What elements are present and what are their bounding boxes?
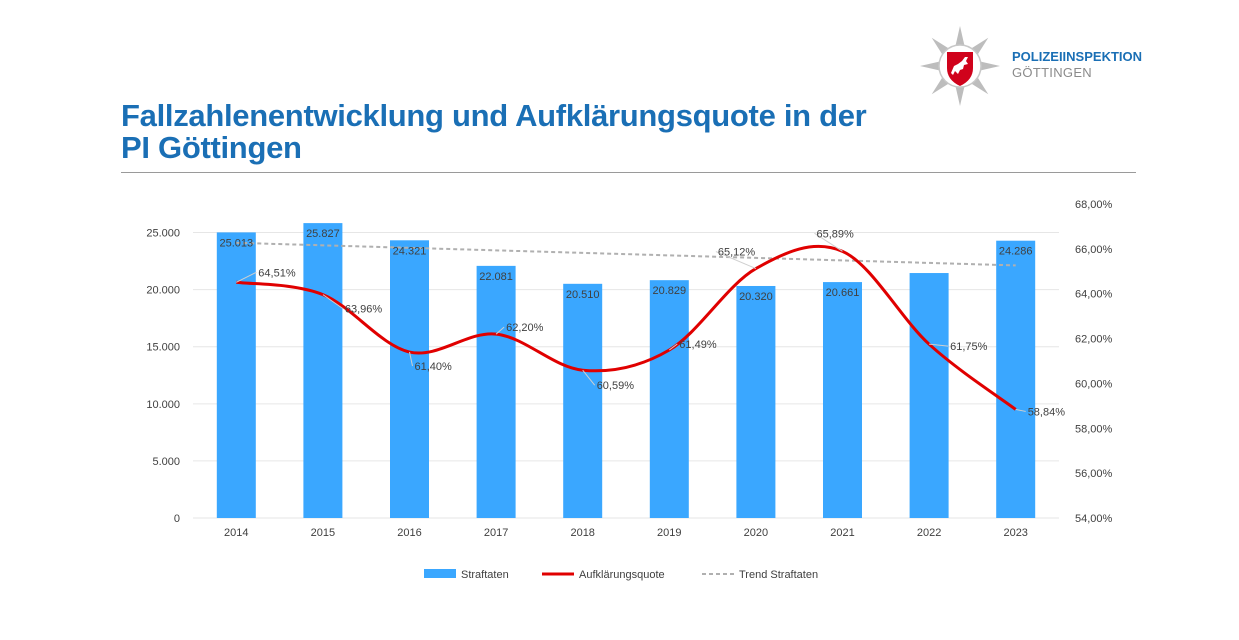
label-leader <box>495 326 505 335</box>
left-tick-label: 20.000 <box>146 285 180 297</box>
trend-series <box>236 241 1016 267</box>
title-divider <box>121 172 1136 173</box>
line-value-label: 62,20% <box>506 322 544 334</box>
label-leader <box>236 271 257 283</box>
combo-chart: 25.013 25.827 24.321 22.081 20.510 20.829 20.3… <box>146 199 1113 581</box>
line-value-label: 63,96% <box>345 304 383 316</box>
org-name-line2: GÖTTINGEN <box>1012 65 1092 80</box>
organization-name: POLIZEIINSPEKTION GÖTTINGEN <box>1012 49 1142 81</box>
line-series <box>236 244 1017 411</box>
x-tick-label: 2018 <box>570 527 594 539</box>
label-leader <box>814 232 843 252</box>
right-tick-label: 60,00% <box>1075 378 1113 390</box>
line-value-label: 58,84% <box>1028 406 1066 418</box>
page-title: Fallzahlenentwicklung und Aufklärungsquo… <box>121 100 881 164</box>
x-tick-label: 2019 <box>657 527 681 539</box>
right-tick-label: 64,00% <box>1075 289 1113 301</box>
quota-line <box>236 244 1017 411</box>
left-tick-label: 5.000 <box>152 456 180 468</box>
right-tick-label: 68,00% <box>1075 199 1113 211</box>
right-tick-label: 58,00% <box>1075 423 1113 435</box>
trend-line <box>236 241 1016 267</box>
legend-label: Trend Straftaten <box>739 569 818 581</box>
star-ray <box>955 26 965 48</box>
legend-label: Straftaten <box>461 569 509 581</box>
right-axis: 54,00% 56,00% 58,00% 60,00% 62,00% 64,00% 66,0… <box>1075 199 1113 525</box>
x-tick-label: 2014 <box>224 527 248 539</box>
line-value-label: 65,89% <box>817 228 855 240</box>
star-ray <box>920 61 942 71</box>
label-leader <box>322 294 344 310</box>
bar-value-label: 20.829 <box>652 285 686 297</box>
line-value-label: 65,12% <box>718 247 756 259</box>
label-leader <box>668 343 678 351</box>
title-line2: PI Göttingen <box>121 130 302 165</box>
bar-value-label: 22.081 <box>479 271 513 283</box>
right-tick-label: 62,00% <box>1075 334 1113 346</box>
left-tick-label: 25.000 <box>146 228 180 240</box>
line-value-label: 61,40% <box>415 361 453 373</box>
label-leader <box>929 343 949 347</box>
bar <box>823 282 862 518</box>
label-leader <box>715 251 757 270</box>
bar <box>303 223 343 519</box>
bar-value-label: 20.661 <box>826 287 860 299</box>
label-leader <box>1015 408 1026 412</box>
x-axis: 2014 2015 2016 2017 2018 2019 2020 2021 2022 2023 <box>224 527 1028 539</box>
bar <box>390 240 429 518</box>
bar-data-labels: 25.013 25.827 24.321 22.081 20.510 20.829 20.3… <box>219 228 1033 303</box>
right-tick-label: 66,00% <box>1075 244 1113 256</box>
line-data-labels: 64,51% 63,96% 61,40% 62,20% 60,59% 61,49% 65,1… <box>236 228 1065 418</box>
star-ray <box>955 84 965 106</box>
x-tick-label: 2021 <box>830 527 854 539</box>
left-tick-label: 0 <box>174 513 180 525</box>
left-tick-label: 15.000 <box>146 342 180 354</box>
x-tick-label: 2016 <box>397 527 421 539</box>
legend: Straftaten Aufklärungsquote Trend Straftat… <box>424 569 818 581</box>
x-tick-label: 2020 <box>744 527 768 539</box>
right-tick-label: 54,00% <box>1075 513 1113 525</box>
left-axis: 0 5.000 10.000 15.000 20.000 25.000 <box>146 228 180 525</box>
label-leader <box>582 369 596 386</box>
bar-value-label: 24.286 <box>999 246 1033 258</box>
right-tick-label: 56,00% <box>1075 468 1113 480</box>
bar <box>736 285 776 518</box>
title-line1: Fallzahlenentwicklung und Aufklärungsquo… <box>121 98 867 133</box>
bar <box>909 273 949 518</box>
line-value-label: 61,49% <box>679 339 717 351</box>
line-value-label: 61,75% <box>950 341 988 353</box>
left-tick-label: 10.000 <box>146 399 180 411</box>
legend-swatch-bars <box>424 569 456 578</box>
line-value-label: 60,59% <box>597 380 635 392</box>
bar-value-label: 25.013 <box>219 237 253 249</box>
x-tick-label: 2017 <box>484 527 508 539</box>
police-star-logo-icon <box>920 26 1000 106</box>
bar <box>563 283 603 518</box>
bar <box>476 265 516 518</box>
x-tick-label: 2015 <box>311 527 335 539</box>
bar <box>996 240 1036 518</box>
x-tick-label: 2023 <box>1003 527 1027 539</box>
bar-value-label: 25.827 <box>306 228 340 240</box>
legend-label: Aufklärungsquote <box>579 569 665 581</box>
line-value-label: 64,51% <box>258 267 296 279</box>
org-name-line1: POLIZEIINSPEKTION <box>1012 49 1143 64</box>
bar-value-label: 24.321 <box>393 245 427 257</box>
x-tick-label: 2022 <box>917 527 941 539</box>
bar-series <box>216 223 1036 519</box>
bar-value-label: 20.510 <box>566 289 600 301</box>
bar <box>216 232 256 518</box>
label-leader <box>409 351 413 367</box>
bar <box>649 280 689 518</box>
star-ray <box>978 61 1000 71</box>
bar-value-label: 20.320 <box>739 291 773 303</box>
